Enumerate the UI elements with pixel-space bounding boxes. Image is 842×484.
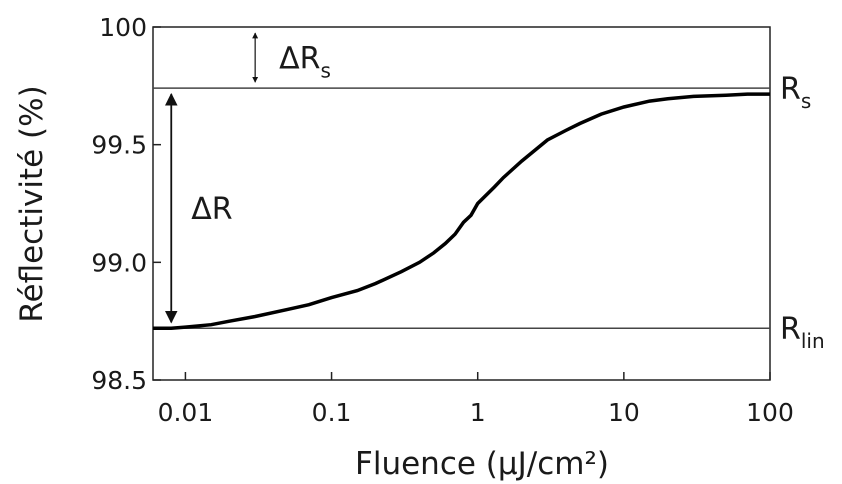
annotation-label: ΔRs bbox=[279, 42, 331, 83]
x-axis: 0.01 0.1 1 10 100 bbox=[158, 372, 794, 427]
y-tick-label: 99.0 bbox=[91, 248, 147, 277]
x-axis-title: Fluence (µJ/cm²) bbox=[355, 446, 609, 482]
y-tick-label: 98.5 bbox=[91, 366, 147, 395]
reference-lines: Rs Rlin bbox=[153, 72, 825, 353]
x-tick-label: 1 bbox=[470, 398, 486, 427]
y-tick-label: 100 bbox=[99, 13, 147, 42]
x-tick-label: 0.01 bbox=[158, 398, 214, 427]
y-tick-label: 99.5 bbox=[91, 131, 147, 160]
annotations: ΔRs ΔR bbox=[164, 32, 331, 324]
annotation-label: ΔR bbox=[191, 192, 232, 227]
reference-line-label: Rs bbox=[780, 72, 811, 113]
x-tick-label: 10 bbox=[608, 398, 640, 427]
y-axis-title: Réflectivité (%) bbox=[14, 85, 50, 322]
y-axis: 98.5 99.0 99.5 100 bbox=[91, 13, 161, 395]
reflectivity-curve bbox=[153, 92, 770, 330]
x-tick-label: 100 bbox=[746, 398, 794, 427]
plot-frame bbox=[152, 26, 771, 381]
reference-line-label: Rlin bbox=[780, 312, 825, 353]
x-tick-label: 0.1 bbox=[312, 398, 352, 427]
